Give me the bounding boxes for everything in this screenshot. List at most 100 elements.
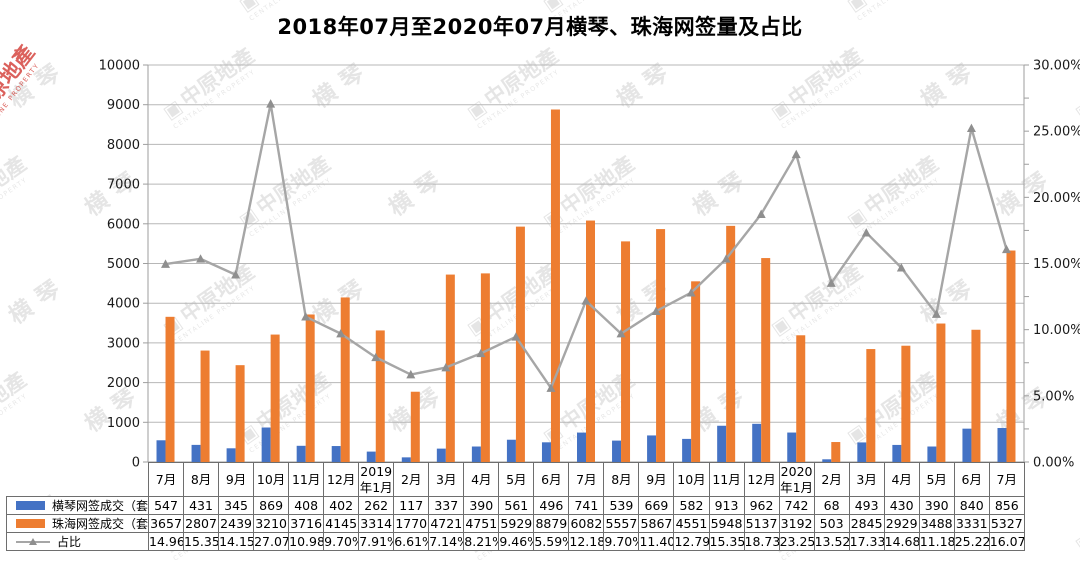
svg-text:10000: 10000 [99, 59, 140, 74]
month-header-cell: 3月 [848, 462, 885, 497]
svg-text:8000: 8000 [107, 138, 140, 153]
triangle-marker [1001, 244, 1011, 254]
value-cell-series-0: 856 [988, 496, 1025, 515]
triangle-marker [686, 288, 696, 297]
value-cell-series-1: 5867 [638, 514, 675, 533]
value-cell-series-0: 430 [883, 496, 920, 515]
value-cell-series-1: 2807 [183, 514, 220, 533]
bar [892, 444, 902, 462]
value-cell-series-1: 3716 [288, 514, 325, 533]
value-cell-series-0: 669 [638, 496, 675, 515]
month-header-cell: 3月 [428, 462, 465, 497]
triangle-marker [266, 99, 276, 108]
bar [541, 442, 551, 462]
value-cell-series-0: 962 [743, 496, 780, 515]
value-cell-series-2: 14.68 [883, 532, 920, 551]
bar [682, 438, 692, 462]
bar [401, 457, 411, 462]
value-cell-series-1: 3657 [147, 514, 185, 533]
triangle-marker [476, 348, 486, 358]
value-cell-series-2: 12.79 [673, 532, 710, 551]
month-header-cell: 11月 [288, 462, 325, 497]
line-series-swatch [16, 537, 50, 547]
bar [445, 274, 455, 462]
ratio-markers [161, 99, 1011, 392]
month-header-cell: 2月 [813, 462, 850, 497]
triangle-marker [406, 369, 416, 379]
triangle-marker [931, 309, 941, 318]
value-cell-series-0: 493 [848, 496, 885, 515]
bar [656, 229, 666, 462]
value-cell-series-2: 16.07 [988, 532, 1025, 551]
bar [787, 432, 797, 462]
value-cell-series-0: 869 [253, 496, 290, 515]
month-header-cell: 11月 [708, 462, 745, 497]
value-cell-series-2: 9.70% [323, 532, 360, 551]
value-cell-series-1: 3192 [778, 514, 815, 533]
value-cell-series-0: 742 [778, 496, 815, 515]
triangle-marker [966, 123, 976, 133]
bar [226, 448, 236, 462]
bar [296, 445, 306, 462]
triangle-marker [616, 329, 626, 338]
value-cell-series-2: 17.33 [848, 532, 885, 551]
chart-data-table: 7月 8月 9月 10月 11月 12月 2019年1月 2月 3月 4月 5月 6月 7月 8月 9月 10… [6, 462, 1025, 551]
value-cell-series-0: 496 [533, 496, 570, 515]
value-cell-series-0: 117 [393, 496, 430, 515]
value-cell-series-0: 408 [288, 496, 325, 515]
value-cell-series-0: 390 [918, 496, 955, 515]
bar [621, 241, 631, 462]
value-cell-series-1: 4751 [463, 514, 500, 533]
month-header-cell: 2020年1月 [778, 462, 815, 497]
bar [831, 442, 841, 462]
value-cell-series-2: 27.07 [253, 532, 290, 551]
value-cell-series-1: 2439 [218, 514, 255, 533]
month-header-cell: 10月 [673, 462, 710, 497]
value-cell-series-1: 4551 [673, 514, 710, 533]
bar [366, 451, 376, 462]
bar [726, 225, 736, 462]
value-cell-series-2: 11.18 [918, 532, 955, 551]
y-axis-right: 0.00% 5.00% 10.00% 15.00% 20.00% 25.00% 30.00% [1024, 59, 1080, 471]
bar [866, 349, 876, 462]
table-corner-blank [6, 462, 149, 497]
value-cell-series-2: 15.35 [708, 532, 745, 551]
bar [270, 334, 280, 462]
svg-text:2000: 2000 [107, 376, 140, 391]
month-header-cell: 7月 [147, 462, 185, 497]
value-cell-series-0: 390 [463, 496, 500, 515]
value-cell-series-2: 7.91% [358, 532, 395, 551]
triangle-marker [441, 362, 451, 372]
value-cell-series-2: 14.96 [147, 532, 185, 551]
value-cell-series-2: 10.98 [288, 532, 325, 551]
value-cell-series-2: 12.18 [568, 532, 605, 551]
value-cell-series-0: 431 [183, 496, 220, 515]
bar [612, 440, 622, 462]
triangle-marker [651, 306, 661, 315]
triangle-marker [581, 296, 591, 305]
month-header-cell: 12月 [323, 462, 360, 497]
value-cell-series-2: 8.21% [463, 532, 500, 551]
bar [586, 220, 595, 462]
bar [1006, 250, 1016, 462]
month-header-cell: 9月 [218, 462, 255, 497]
bar [165, 316, 175, 462]
bar [577, 432, 586, 462]
triangle-marker [896, 263, 906, 272]
bar [761, 258, 771, 462]
bar [691, 281, 701, 462]
month-header-cell: 5月 [918, 462, 955, 497]
bar [340, 297, 350, 462]
svg-text:6000: 6000 [107, 217, 140, 232]
series-name-label: 横琴网签成交（套） [52, 499, 149, 513]
bar [200, 350, 210, 462]
svg-text:4000: 4000 [107, 297, 140, 312]
value-cell-series-0: 840 [953, 496, 990, 515]
month-header-cell: 5月 [498, 462, 535, 497]
bar [235, 365, 245, 462]
month-header-cell: 4月 [883, 462, 920, 497]
value-cell-series-0: 539 [603, 496, 640, 515]
bar [480, 273, 490, 462]
